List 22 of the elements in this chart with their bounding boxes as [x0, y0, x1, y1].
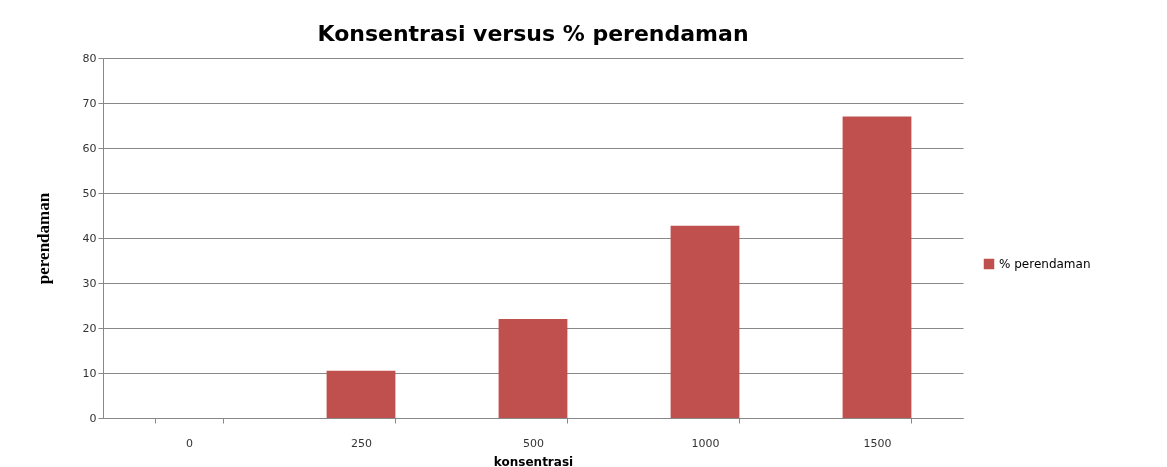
bar	[670, 225, 740, 418]
x-tick-label: 1000	[691, 436, 720, 450]
x-tick-label: 0	[186, 436, 193, 450]
y-tick-label: 80	[82, 51, 97, 65]
y-tick-label: 60	[82, 141, 97, 155]
x-tick-label: 250	[351, 436, 372, 450]
legend-label: % perendaman	[999, 257, 1091, 271]
y-tick-label: 20	[82, 321, 97, 335]
bar	[842, 116, 912, 418]
y-tick-label: 50	[82, 186, 97, 200]
y-tick-label: 40	[82, 231, 97, 245]
x-axis-title: konsentrasi	[493, 454, 574, 467]
y-tick-label: 30	[82, 276, 97, 290]
x-tick-label: 500	[523, 436, 544, 450]
x-tick-label: 1500	[863, 436, 892, 450]
y-tick-label: 10	[82, 366, 97, 380]
chart-title: Konsentrasi versus % perendaman	[317, 21, 749, 46]
bar	[326, 370, 396, 418]
bar	[498, 319, 568, 418]
y-axis-title: perendaman	[33, 192, 53, 285]
y-tick-label: 70	[82, 96, 97, 110]
y-tick-label: 0	[89, 411, 97, 425]
